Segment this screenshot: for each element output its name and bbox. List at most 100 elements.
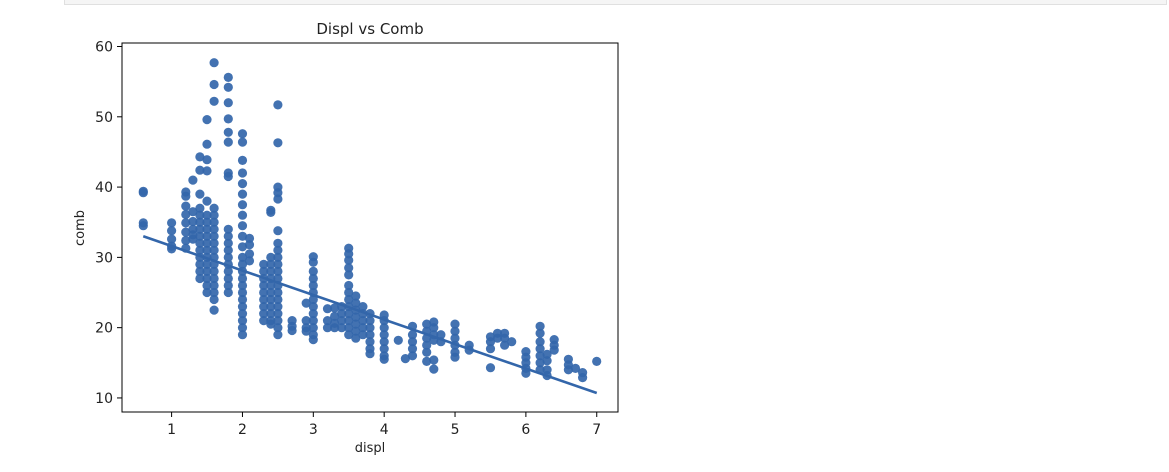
data-point xyxy=(308,309,318,319)
data-point xyxy=(308,335,318,345)
data-point xyxy=(344,263,354,273)
data-point xyxy=(542,356,552,366)
data-point xyxy=(202,210,212,220)
regression-layer xyxy=(142,235,598,395)
data-point xyxy=(237,155,248,165)
data-point xyxy=(563,365,574,375)
data-point xyxy=(344,294,354,305)
data-point xyxy=(570,363,581,373)
data-point xyxy=(351,326,361,336)
data-point xyxy=(167,226,177,236)
data-point xyxy=(209,217,219,227)
data-point xyxy=(273,330,283,340)
data-point xyxy=(344,330,354,340)
data-point xyxy=(308,302,318,312)
data-point xyxy=(202,273,212,284)
data-point xyxy=(407,337,418,347)
data-point xyxy=(209,210,219,220)
data-point xyxy=(322,323,333,333)
data-point xyxy=(195,259,205,269)
data-point xyxy=(195,189,205,199)
data-point xyxy=(223,252,233,262)
data-point xyxy=(181,209,191,220)
data-point xyxy=(202,224,212,234)
cell-output-header-strip xyxy=(64,0,1167,5)
y-tick-label: 50 xyxy=(95,110,113,126)
data-point xyxy=(237,252,248,262)
data-point xyxy=(266,302,276,312)
data-point xyxy=(138,188,148,198)
data-point xyxy=(273,226,283,236)
x-tick-label: 2 xyxy=(238,422,247,438)
x-tick-label: 7 xyxy=(592,422,601,438)
data-point xyxy=(422,356,432,366)
data-point xyxy=(195,210,205,220)
data-point xyxy=(209,280,219,291)
y-tick-label: 30 xyxy=(95,250,113,266)
data-point xyxy=(237,200,248,210)
data-point xyxy=(308,273,318,284)
data-point xyxy=(287,325,297,336)
y-axis: 10 20 30 40 50 60 xyxy=(95,40,122,407)
data-point xyxy=(273,138,283,148)
data-point xyxy=(429,355,439,365)
data-point xyxy=(244,240,255,250)
data-point xyxy=(181,191,191,201)
data-point xyxy=(181,227,191,237)
data-point xyxy=(202,231,212,241)
data-point xyxy=(237,231,248,241)
data-point xyxy=(202,245,212,255)
y-tick-label: 60 xyxy=(95,40,113,56)
data-point xyxy=(237,221,248,231)
data-point xyxy=(223,98,233,108)
chart-title: Displ vs Comb xyxy=(316,20,423,38)
data-point xyxy=(542,349,552,359)
data-point xyxy=(209,245,219,255)
data-point xyxy=(202,155,212,165)
data-point xyxy=(521,368,531,378)
data-point xyxy=(507,337,517,347)
data-point xyxy=(358,323,368,333)
data-point xyxy=(181,201,191,211)
x-tick-label: 3 xyxy=(309,422,318,438)
y-tick-label: 20 xyxy=(95,321,113,337)
data-point xyxy=(379,344,389,354)
data-point xyxy=(259,280,269,291)
data-point xyxy=(492,333,503,343)
data-point xyxy=(273,316,283,326)
data-point xyxy=(209,231,219,241)
data-point xyxy=(237,302,248,312)
data-point xyxy=(223,224,233,234)
data-point xyxy=(500,340,510,350)
data-point xyxy=(344,280,354,291)
data-point xyxy=(407,330,418,340)
points-layer xyxy=(138,58,602,383)
data-point xyxy=(223,280,233,291)
data-point xyxy=(400,354,410,364)
data-point xyxy=(202,266,212,276)
x-axis-label: displ xyxy=(355,441,386,456)
data-point xyxy=(337,309,347,319)
data-point xyxy=(237,294,248,305)
data-point xyxy=(407,351,418,361)
data-point xyxy=(202,166,212,176)
data-point xyxy=(266,252,276,262)
data-point xyxy=(273,194,283,204)
data-point xyxy=(202,217,212,227)
data-point xyxy=(273,188,283,198)
data-point xyxy=(266,259,276,269)
data-point xyxy=(237,259,248,269)
data-point xyxy=(273,323,283,333)
data-point xyxy=(195,273,205,284)
data-point xyxy=(429,364,439,374)
data-point xyxy=(344,316,354,326)
x-tick-label: 1 xyxy=(167,422,176,438)
data-point xyxy=(273,266,283,276)
data-point xyxy=(202,139,212,149)
data-point xyxy=(167,234,177,244)
data-point xyxy=(223,245,233,255)
x-axis: 1 2 3 4 5 6 7 xyxy=(167,412,601,438)
data-point xyxy=(351,312,361,322)
data-point xyxy=(344,249,354,259)
data-point xyxy=(422,319,432,329)
